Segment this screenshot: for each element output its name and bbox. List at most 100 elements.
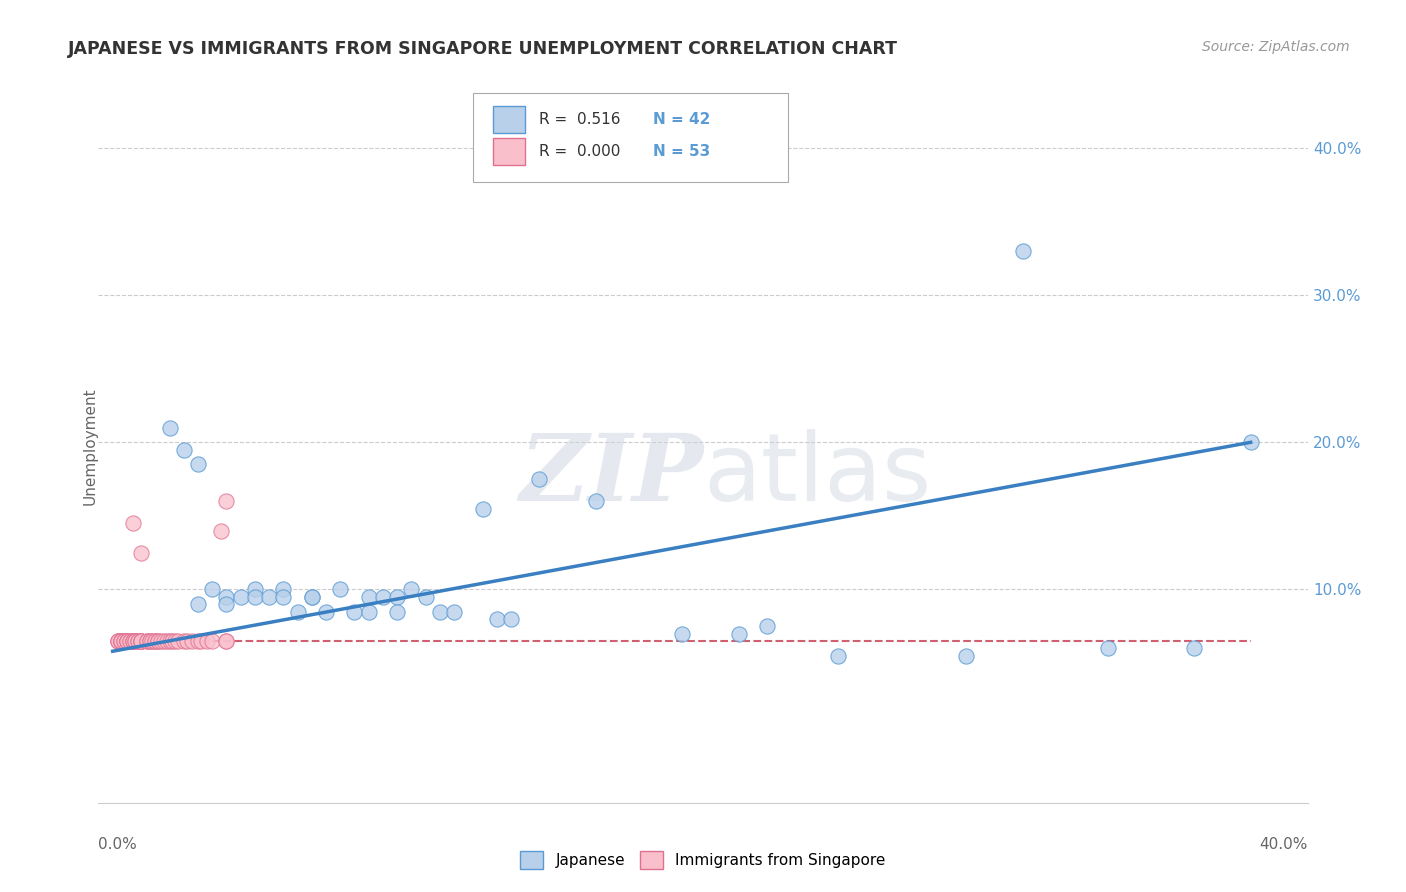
Point (1182, 641, 1205, 656)
Point (201, 634, 224, 648)
Point (115, 634, 138, 648)
Point (118, 634, 141, 648)
Point (257, 590, 280, 604)
Point (129, 634, 152, 648)
Point (124, 634, 146, 648)
FancyBboxPatch shape (492, 106, 526, 133)
Point (585, 494, 607, 508)
Point (135, 634, 157, 648)
Point (727, 626, 749, 640)
Point (1097, 641, 1119, 656)
Point (190, 634, 212, 648)
Point (143, 634, 166, 648)
Point (115, 634, 138, 648)
Point (135, 634, 157, 648)
Point (167, 634, 190, 648)
Point (429, 605, 451, 619)
Point (121, 516, 143, 531)
Point (138, 634, 160, 648)
Point (146, 634, 169, 648)
Point (173, 634, 195, 648)
Point (115, 634, 138, 648)
Point (156, 634, 179, 648)
Point (443, 605, 465, 619)
Point (110, 634, 132, 648)
Point (756, 619, 779, 633)
Point (209, 524, 232, 538)
Point (112, 634, 135, 648)
Text: N = 53: N = 53 (654, 145, 710, 159)
Point (112, 634, 135, 648)
Point (215, 597, 238, 611)
Legend: Japanese, Immigrants from Singapore: Japanese, Immigrants from Singapore (515, 845, 891, 875)
Point (243, 590, 266, 604)
Point (301, 590, 323, 604)
Point (201, 582, 224, 597)
Point (127, 634, 149, 648)
Text: 0.0%: 0.0% (98, 838, 138, 852)
Point (357, 605, 380, 619)
Point (110, 634, 132, 648)
Point (471, 501, 494, 516)
Point (671, 626, 693, 640)
Point (107, 634, 129, 648)
Point (243, 582, 266, 597)
Point (118, 634, 141, 648)
Text: ZIP: ZIP (519, 430, 703, 519)
Point (827, 648, 849, 663)
Point (143, 634, 166, 648)
Point (287, 605, 309, 619)
FancyBboxPatch shape (492, 138, 526, 165)
Text: JAPANESE VS IMMIGRANTS FROM SINGAPORE UNEMPLOYMENT CORRELATION CHART: JAPANESE VS IMMIGRANTS FROM SINGAPORE UN… (67, 40, 897, 58)
Point (107, 634, 129, 648)
Point (329, 582, 352, 597)
FancyBboxPatch shape (474, 93, 787, 182)
Point (153, 634, 176, 648)
Point (195, 634, 218, 648)
Y-axis label: Unemployment: Unemployment (83, 387, 97, 505)
Point (129, 634, 152, 648)
Text: 40.0%: 40.0% (1260, 838, 1308, 852)
Point (176, 634, 198, 648)
Point (343, 605, 366, 619)
Text: R =  0.000: R = 0.000 (538, 145, 620, 159)
Point (129, 634, 152, 648)
Point (215, 590, 238, 604)
Point (159, 420, 181, 434)
Point (485, 612, 508, 626)
Point (187, 634, 209, 648)
Point (215, 634, 238, 648)
Point (110, 634, 132, 648)
Point (129, 546, 152, 560)
Point (173, 442, 195, 457)
Point (955, 648, 977, 663)
Point (415, 590, 437, 604)
Point (181, 634, 204, 648)
Text: Source: ZipAtlas.com: Source: ZipAtlas.com (1202, 40, 1350, 54)
Point (187, 458, 209, 472)
Point (499, 612, 522, 626)
Point (371, 590, 394, 604)
Point (107, 634, 129, 648)
Point (127, 634, 149, 648)
Point (129, 634, 152, 648)
Point (165, 634, 187, 648)
Point (121, 634, 143, 648)
Point (401, 582, 423, 597)
Point (187, 597, 209, 611)
Point (138, 634, 160, 648)
Point (146, 634, 169, 648)
Point (121, 634, 143, 648)
Point (150, 634, 173, 648)
Point (215, 634, 238, 648)
Point (315, 605, 337, 619)
Point (215, 494, 238, 508)
Point (385, 605, 408, 619)
Point (141, 634, 163, 648)
Point (273, 582, 295, 597)
Point (110, 634, 132, 648)
Point (1012, 244, 1035, 258)
Point (115, 634, 138, 648)
Point (385, 590, 408, 604)
Text: R =  0.516: R = 0.516 (538, 112, 620, 127)
